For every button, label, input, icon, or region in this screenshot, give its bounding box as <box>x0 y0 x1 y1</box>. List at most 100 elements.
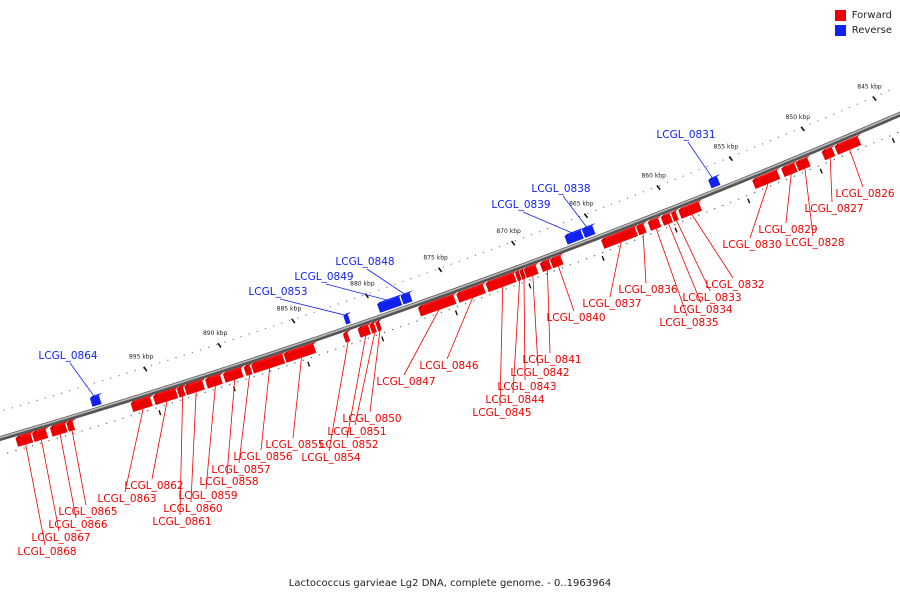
minor-tick-upper <box>666 181 668 184</box>
leader-line <box>205 386 216 490</box>
minor-tick-upper <box>410 277 412 280</box>
minor-tick-upper <box>272 325 275 327</box>
gene-lcgl-0868 <box>15 431 34 447</box>
minor-tick-upper <box>856 103 859 105</box>
minor-tick-lower <box>762 188 764 190</box>
gene-front-face <box>130 397 153 412</box>
leader-line <box>366 268 406 295</box>
gene-label: LCGL_0844 <box>485 394 544 406</box>
minor-tick-upper <box>690 172 692 174</box>
leader-line <box>512 280 520 394</box>
gene-lcgl-0843 <box>519 267 526 280</box>
minor-tick-lower <box>188 397 190 399</box>
gene-label: LCGL_0861 <box>152 516 211 528</box>
scale-ticks: 845 kbp 850 kbp 855 kbp 860 kbp 865 kbp 870 k… <box>3 84 899 454</box>
minor-tick-lower <box>367 337 369 339</box>
gene-label: LCGL_0831 <box>656 129 715 141</box>
minor-tick-upper <box>626 197 629 199</box>
minor-tick-upper <box>402 280 404 283</box>
minor-tick-upper <box>674 178 676 180</box>
minor-tick-lower <box>261 373 264 375</box>
leader-line <box>446 297 473 360</box>
gene-lcgl-0844 <box>515 269 522 282</box>
minor-tick-lower <box>865 145 867 147</box>
tick-label: 845 kbp <box>857 84 882 91</box>
minor-tick-lower <box>553 270 555 272</box>
minor-tick-lower <box>424 317 426 319</box>
minor-tick-lower <box>23 447 25 449</box>
minor-tick-upper <box>642 191 645 193</box>
gene-top-face <box>283 341 317 355</box>
gene-label: LCGL_0856 <box>233 451 292 463</box>
minor-tick-upper <box>450 263 452 265</box>
legend-label-reverse: Reverse <box>851 25 892 36</box>
minor-tick-lower <box>48 440 50 442</box>
gene-front-face <box>176 387 186 398</box>
minor-tick-lower <box>212 389 214 391</box>
minor-tick-lower <box>690 217 692 219</box>
leader-line <box>687 141 714 179</box>
genome-caption: Lactococcus garvieae Lg2 DNA, complete g… <box>288 578 612 589</box>
strand-legend: Forward Reverse <box>834 8 892 38</box>
minor-tick-lower <box>97 425 100 427</box>
gene-front-face <box>523 265 539 278</box>
leader-line <box>124 408 144 493</box>
minor-tick-lower <box>513 285 515 287</box>
gene-top-face <box>223 365 244 375</box>
leader-line <box>325 283 389 301</box>
minor-tick-upper <box>498 245 501 248</box>
gene-label: LCGL_0847 <box>376 376 435 388</box>
minor-tick-lower <box>73 432 75 435</box>
minor-tick-upper <box>658 184 661 187</box>
gene-front-face <box>369 323 377 334</box>
gene-label: LCGL_0863 <box>97 493 156 505</box>
gene-top-face <box>50 420 69 428</box>
gene-front-face <box>708 176 721 189</box>
minor-tick-lower <box>89 427 91 430</box>
minor-tick-upper <box>361 294 364 297</box>
minor-tick-lower <box>326 351 329 353</box>
minor-tick-upper <box>434 269 436 271</box>
gene-lcgl-0859 <box>205 372 224 389</box>
gene-front-face <box>375 321 382 332</box>
minor-tick-lower <box>658 230 660 232</box>
minor-tick-upper <box>69 390 71 392</box>
minor-tick-upper <box>289 319 291 322</box>
minor-tick-lower <box>122 417 124 419</box>
minor-tick-upper <box>216 343 218 346</box>
minor-tick-upper <box>418 275 420 277</box>
gene-lcgl-0861 <box>176 384 187 398</box>
tick-label: 855 kbp <box>714 144 739 151</box>
leader-line <box>523 279 526 381</box>
leader-line <box>609 242 622 298</box>
minor-tick-lower <box>618 245 620 248</box>
gene-lcgl-0863 <box>130 394 154 412</box>
minor-tick-lower <box>730 201 732 203</box>
minor-tick-lower <box>561 267 564 269</box>
gene-label: LCGL_0830 <box>722 239 781 251</box>
minor-tick-upper <box>522 237 525 239</box>
tick-label: 895 kbp <box>129 354 154 361</box>
gene-label: LCGL_0848 <box>335 256 394 268</box>
minor-tick-lower <box>138 412 141 414</box>
minor-tick-lower <box>634 239 636 241</box>
minor-tick-lower <box>769 185 772 187</box>
tick-label: 885 kbp <box>277 306 302 313</box>
minor-tick-upper <box>490 248 493 251</box>
minor-tick-lower <box>809 168 812 171</box>
minor-tick-lower <box>400 326 402 328</box>
gene-front-face <box>752 170 781 189</box>
gene-top-face <box>153 386 179 397</box>
gene-front-face <box>251 354 286 374</box>
gene-lcgl-0854 <box>343 330 351 343</box>
minor-tick-upper <box>167 359 169 361</box>
minor-tick-lower <box>897 131 899 134</box>
minor-tick-upper <box>682 175 684 177</box>
minor-tick-lower <box>889 135 891 137</box>
leader-line <box>499 286 504 407</box>
gene-front-face <box>32 429 49 442</box>
major-tick <box>800 126 806 132</box>
minor-tick-upper <box>746 149 748 152</box>
minor-tick-lower <box>456 305 459 308</box>
